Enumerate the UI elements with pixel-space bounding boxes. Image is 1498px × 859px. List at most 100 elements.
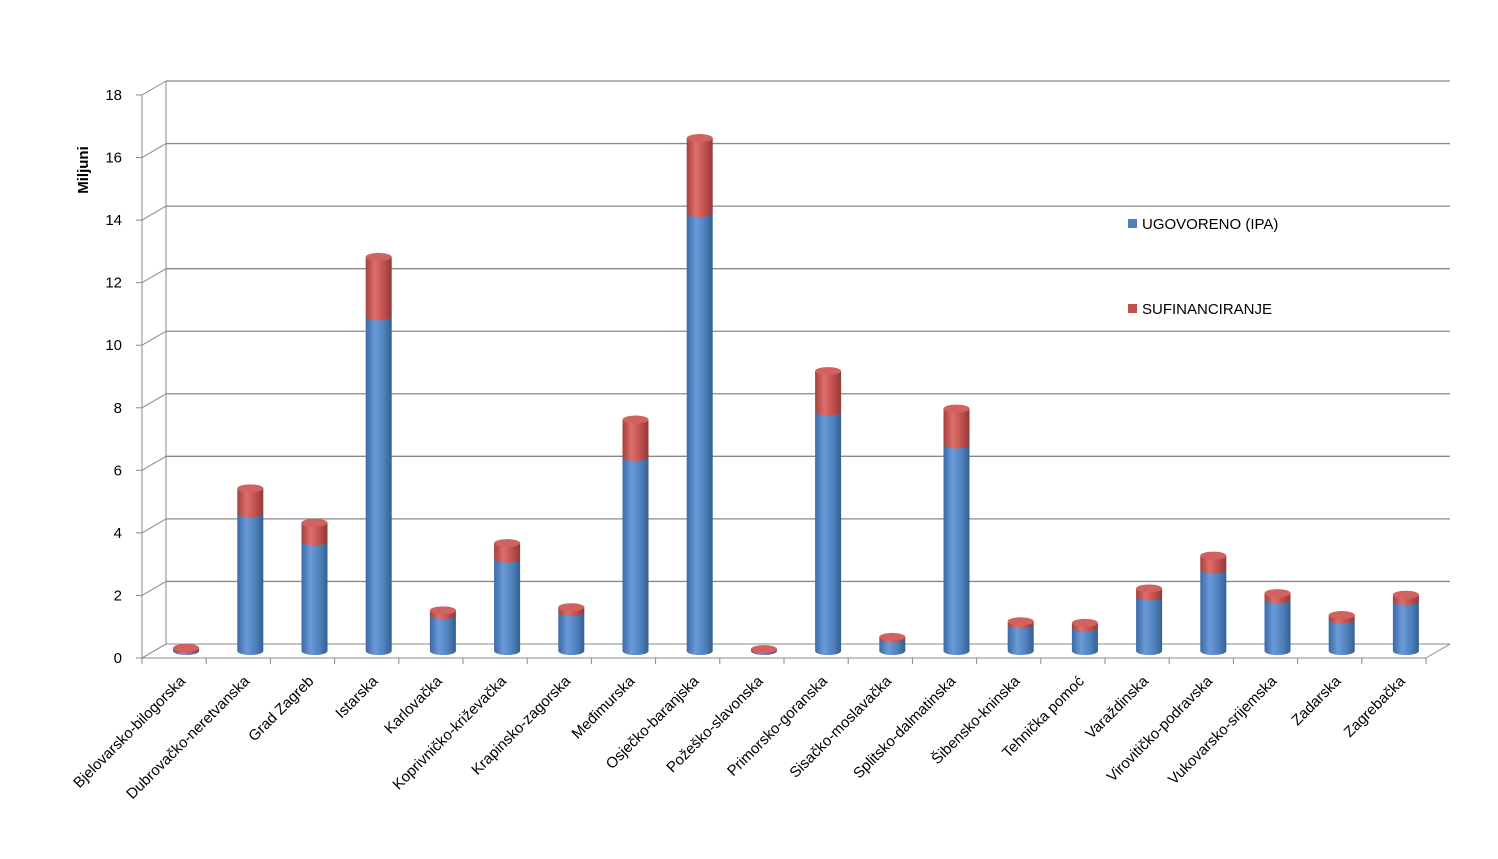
category-label: Istarska: [332, 672, 382, 722]
bar-ugovoreno: [301, 541, 328, 655]
category-label: Koprivničko-križevačka: [389, 672, 510, 793]
gridline-depth: [141, 330, 167, 346]
bar-group: [173, 643, 200, 655]
bar-group: [1392, 590, 1419, 655]
bar-ugovoreno: [1200, 569, 1227, 655]
legend-swatch-ugovoreno: [1128, 219, 1137, 228]
y-tick-label: 8: [114, 400, 122, 417]
bar-sufinanciranje: [686, 138, 713, 218]
bar-ugovoreno: [879, 638, 906, 655]
gridline-depth: [141, 143, 167, 158]
y-axis-title: Miljuni: [75, 146, 92, 194]
legend: UGOVORENO (IPA) SUFINANCIRANJE: [1128, 216, 1278, 318]
y-tick-label: 6: [114, 462, 122, 479]
bar-ugovoreno: [494, 558, 521, 655]
bar-cap: [1328, 611, 1355, 620]
bar-cap: [1264, 589, 1291, 598]
category-labels: Bjelovarsko-bilogorskaDubrovačko-neretva…: [70, 672, 1409, 802]
category-label: Bjelovarsko-bilogorska: [70, 672, 189, 791]
bar-cap: [237, 484, 264, 493]
bar-cap: [173, 643, 200, 652]
bar-sufinanciranje: [943, 408, 970, 449]
category-label: Dubrovačko-neretvanska: [123, 672, 253, 802]
bar-group: [1200, 551, 1227, 655]
bar-group: [815, 367, 842, 655]
gridline-depth: [141, 643, 167, 659]
gridline-depth: [141, 268, 167, 284]
gridline-depth: [141, 205, 167, 221]
bar-group: [365, 252, 392, 655]
y-tick-label: 12: [105, 275, 122, 292]
bar-ugovoreno: [943, 444, 970, 655]
y-tick-label: 16: [105, 150, 122, 167]
bar-group: [558, 603, 585, 655]
bar-cap: [1007, 617, 1034, 626]
bar-cap: [622, 415, 649, 424]
y-tick-label: 4: [114, 525, 122, 542]
bar-cap: [1392, 590, 1419, 599]
bar-ugovoreno: [815, 411, 842, 655]
bar-series: [173, 134, 1419, 655]
y-tick-label: 10: [105, 337, 122, 354]
bar-ugovoreno: [686, 213, 713, 655]
gridline-depth: [141, 455, 167, 471]
gridline-depth: [141, 80, 167, 96]
category-label: Karlovačka: [381, 672, 446, 737]
bar-sufinanciranje: [365, 256, 392, 321]
bar-sufinanciranje: [494, 543, 521, 563]
bar-ugovoreno: [429, 615, 456, 655]
bar-ugovoreno: [1071, 627, 1098, 655]
bar-ugovoreno: [1136, 596, 1163, 655]
category-label: Vukovarsko-srijemska: [1165, 672, 1281, 788]
bar-ugovoreno: [1392, 600, 1419, 655]
bar-group: [237, 484, 264, 655]
bar-cap: [750, 645, 777, 654]
bar-ugovoreno: [365, 316, 392, 655]
gridline-depth: [141, 518, 167, 534]
bar-cap: [815, 367, 842, 376]
bar-group: [494, 539, 521, 655]
gridline-depth: [141, 393, 167, 409]
bar-group: [1071, 618, 1098, 655]
bar-sufinanciranje: [301, 522, 328, 546]
bar-cap: [1071, 618, 1098, 627]
bar-group: [943, 404, 970, 655]
bar-sufinanciranje: [237, 488, 264, 518]
bar-ugovoreno: [1264, 599, 1291, 655]
bar-cap: [879, 632, 906, 641]
bar-cap: [558, 603, 585, 612]
bar-group: [1007, 617, 1034, 655]
y-tick-label: 18: [105, 87, 122, 104]
floor-right-depth-line: [1425, 643, 1451, 659]
bar-group: [429, 606, 456, 655]
bar-sufinanciranje: [622, 419, 649, 462]
category-label: Zagrebačka: [1341, 672, 1409, 740]
y-tick-label: 14: [105, 212, 122, 229]
bar-ugovoreno: [622, 457, 649, 655]
bar-group: [1136, 584, 1163, 655]
bar-cap: [943, 404, 970, 413]
bar-group: [1264, 589, 1291, 655]
category-label: Grad Zagreb: [245, 673, 317, 745]
bar-ugovoreno: [1328, 619, 1355, 655]
bar-cap: [686, 134, 713, 143]
y-tick-label: 2: [114, 587, 122, 604]
legend-swatch-sufinanciranje: [1128, 304, 1137, 313]
bar-cap: [1136, 584, 1163, 593]
bar-group: [622, 415, 649, 655]
bar-ugovoreno: [1007, 624, 1034, 655]
bar-ugovoreno: [558, 611, 585, 655]
bar-group: [750, 645, 777, 655]
category-label: Virovitičko-podravska: [1103, 672, 1216, 785]
legend-label-ugovoreno: UGOVORENO (IPA): [1142, 216, 1278, 233]
bar-cap: [365, 252, 392, 261]
x-axis: [141, 657, 1427, 664]
bar-cap: [301, 518, 328, 527]
bar-sufinanciranje: [1200, 555, 1227, 574]
bar-cap: [429, 606, 456, 615]
gridlines: [141, 80, 1450, 659]
back-wall: [141, 643, 1451, 659]
bar-sufinanciranje: [815, 371, 842, 416]
category-label: Varaždinska: [1082, 672, 1152, 742]
